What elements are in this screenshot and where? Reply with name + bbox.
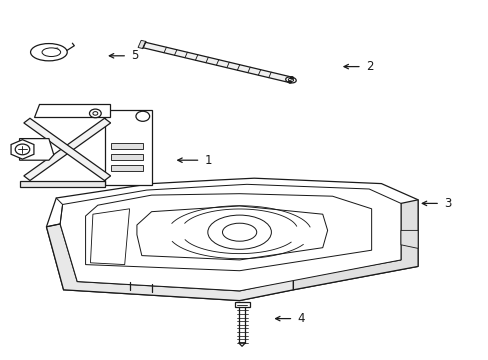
Polygon shape: [46, 48, 60, 54]
Polygon shape: [105, 110, 151, 185]
Polygon shape: [20, 139, 54, 160]
Polygon shape: [60, 184, 400, 291]
Circle shape: [290, 77, 293, 79]
Polygon shape: [400, 230, 417, 248]
Polygon shape: [234, 302, 249, 307]
Polygon shape: [24, 118, 110, 180]
Text: 3: 3: [443, 197, 450, 210]
Polygon shape: [11, 140, 34, 159]
Text: 1: 1: [204, 154, 211, 167]
Polygon shape: [137, 206, 327, 260]
Circle shape: [15, 144, 30, 155]
Polygon shape: [34, 104, 110, 117]
Polygon shape: [111, 165, 142, 171]
Polygon shape: [85, 194, 371, 271]
Polygon shape: [46, 224, 293, 301]
Ellipse shape: [42, 48, 61, 57]
Polygon shape: [143, 42, 291, 83]
Text: 2: 2: [365, 60, 372, 73]
Polygon shape: [46, 178, 417, 301]
Text: 5: 5: [131, 49, 138, 62]
Polygon shape: [238, 343, 245, 346]
Ellipse shape: [285, 77, 296, 83]
Polygon shape: [111, 143, 142, 149]
Polygon shape: [90, 209, 129, 265]
Circle shape: [288, 81, 291, 83]
Text: 4: 4: [297, 312, 304, 325]
Polygon shape: [20, 181, 105, 187]
Polygon shape: [111, 154, 142, 160]
Circle shape: [89, 109, 101, 118]
Polygon shape: [138, 40, 145, 49]
Polygon shape: [24, 118, 110, 180]
Polygon shape: [293, 200, 417, 290]
